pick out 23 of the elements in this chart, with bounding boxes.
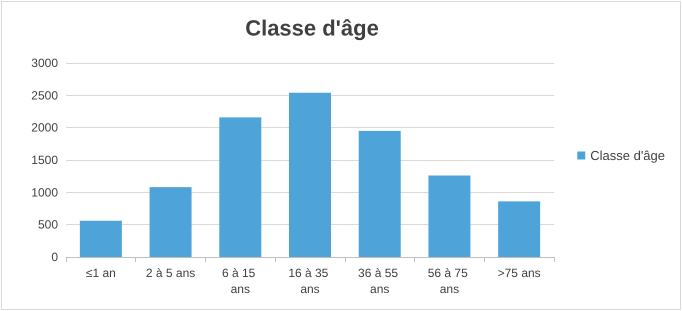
bar xyxy=(428,176,470,257)
x-tick-label: 36 à 55 ans xyxy=(358,266,402,296)
y-tick-label: 2000 xyxy=(31,120,58,135)
y-tick-label: 1500 xyxy=(31,153,58,167)
x-tick-label: 16 à 35 ans xyxy=(288,266,332,296)
x-tick-label: ≤1 an xyxy=(86,266,116,280)
x-tick-label: >75 ans xyxy=(498,266,541,280)
bar xyxy=(358,130,401,257)
y-tick-label: 3000 xyxy=(31,56,58,70)
y-tick-label: 2500 xyxy=(31,88,58,102)
y-tick-label: 500 xyxy=(38,218,58,232)
x-tick-label: 56 à 75 ans xyxy=(428,266,472,296)
chart-title: Classe d'âge xyxy=(245,16,379,40)
bar xyxy=(80,220,122,257)
legend-label: Classe d'âge xyxy=(590,148,665,163)
y-tick-label: 0 xyxy=(51,250,58,264)
bar xyxy=(498,201,540,257)
bar xyxy=(150,187,192,257)
y-tick-label: 1000 xyxy=(31,185,58,200)
bar xyxy=(289,92,331,257)
x-tick-label: 6 à 15 ans xyxy=(222,266,259,296)
x-tick-label: 2 à 5 ans xyxy=(146,266,196,280)
bar xyxy=(219,117,262,257)
